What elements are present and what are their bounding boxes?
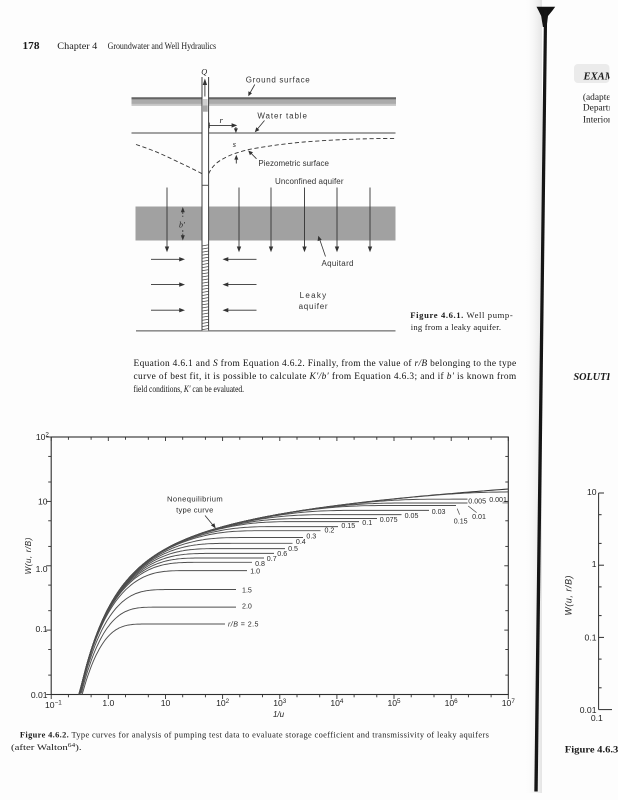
svg-text:Nonequilibrium: Nonequilibrium	[167, 495, 223, 504]
svg-text:Interior: Interior	[583, 116, 612, 126]
svg-text:10: 10	[161, 698, 171, 708]
svg-text:0.075: 0.075	[380, 516, 398, 524]
svg-text:0.6: 0.6	[277, 550, 287, 558]
svg-text:Unconfined aquifer: Unconfined aquifer	[275, 177, 344, 186]
svg-text:1.0: 1.0	[102, 698, 114, 708]
svg-text:Figure 4.6.3: Figure 4.6.3	[565, 746, 618, 756]
svg-text:aquifer: aquifer	[299, 302, 328, 311]
svg-text:0.15: 0.15	[454, 517, 468, 525]
svg-text:0.1: 0.1	[36, 624, 48, 634]
svg-text:Q: Q	[201, 68, 207, 77]
svg-text:Aquitard: Aquitard	[322, 259, 354, 268]
svg-text:W(u, r/B): W(u, r/B)	[564, 575, 574, 615]
svg-text:ing from a leaky aquifer.: ing from a leaky aquifer.	[411, 322, 501, 332]
svg-text:Equation 4.6.1 and S from Equa: Equation 4.6.1 and S from Equation 4.6.2…	[134, 358, 517, 369]
svg-text:0.001: 0.001	[489, 496, 507, 504]
svg-text:1.0: 1.0	[250, 567, 260, 575]
svg-text:Figure 4.6.1. Well pump-: Figure 4.6.1. Well pump-	[410, 310, 513, 320]
svg-text:curve of best fit, it is possi: curve of best fit, it is possible to cal…	[134, 371, 517, 382]
svg-text:1.5: 1.5	[242, 586, 252, 594]
svg-text:Figure 4.6.2. Type curves for: Figure 4.6.2. Type curves for analysis o…	[20, 731, 489, 740]
svg-text:SOLUTIO: SOLUTIO	[574, 372, 618, 383]
svg-text:104: 104	[330, 698, 344, 708]
svg-text:0.4: 0.4	[296, 538, 306, 546]
svg-text:0.03: 0.03	[432, 508, 446, 516]
svg-text:106: 106	[445, 698, 459, 708]
svg-text:Departm: Departm	[583, 104, 617, 114]
svg-text:1.0: 1.0	[36, 564, 48, 574]
svg-text:1/u: 1/u	[273, 710, 285, 719]
svg-text:103: 103	[273, 698, 287, 708]
svg-text:2.0: 2.0	[242, 602, 252, 610]
svg-text:0.05: 0.05	[405, 512, 419, 520]
svg-text:Leaky: Leaky	[300, 291, 327, 300]
svg-text:0.1: 0.1	[585, 632, 597, 642]
svg-text:0.1: 0.1	[591, 713, 603, 723]
svg-text:Piezometric surface: Piezometric surface	[258, 159, 329, 168]
svg-text:(adapted: (adapted	[583, 92, 616, 103]
svg-text:0.7: 0.7	[267, 555, 277, 563]
svg-text:field conditions, K′ can be ev: field conditions, K′ can be evaluated.	[134, 384, 245, 395]
svg-text:0.1: 0.1	[362, 519, 372, 527]
svg-text:0.01: 0.01	[31, 690, 48, 700]
svg-text:r: r	[220, 115, 224, 125]
svg-text:102: 102	[36, 431, 50, 441]
svg-text:0.01: 0.01	[580, 705, 597, 715]
svg-text:W(u, r/B): W(u, r/B)	[24, 537, 33, 574]
svg-text:10: 10	[38, 497, 48, 507]
svg-text:102: 102	[216, 698, 230, 708]
svg-text:Groundwater and Well Hydraulic: Groundwater and Well Hydraulics	[108, 41, 217, 52]
svg-text:Water table: Water table	[257, 111, 307, 120]
svg-text:EXAMPLE: EXAMPLE	[583, 72, 618, 83]
svg-text:10: 10	[587, 487, 597, 497]
svg-text:type curve: type curve	[176, 506, 213, 515]
svg-text:Chapter 4: Chapter 4	[57, 41, 97, 52]
svg-text:10−1: 10−1	[45, 700, 62, 710]
svg-text:s: s	[233, 140, 236, 149]
svg-text:0.5: 0.5	[288, 545, 298, 553]
svg-text:1: 1	[592, 559, 597, 569]
svg-text:0.3: 0.3	[306, 532, 316, 540]
svg-text:178: 178	[23, 41, 40, 52]
svg-text:0.8: 0.8	[255, 560, 265, 568]
svg-text:b′: b′	[179, 221, 185, 230]
svg-text:0.2: 0.2	[325, 527, 335, 535]
svg-text:0.01: 0.01	[472, 513, 486, 521]
svg-text:Ground surface: Ground surface	[246, 75, 311, 84]
svg-text:107: 107	[502, 698, 516, 708]
svg-text:105: 105	[387, 698, 401, 708]
svg-text:r/B = 2.5: r/B = 2.5	[228, 621, 259, 629]
svg-text:0.15: 0.15	[341, 522, 355, 530]
svg-text:0.005: 0.005	[468, 497, 486, 505]
